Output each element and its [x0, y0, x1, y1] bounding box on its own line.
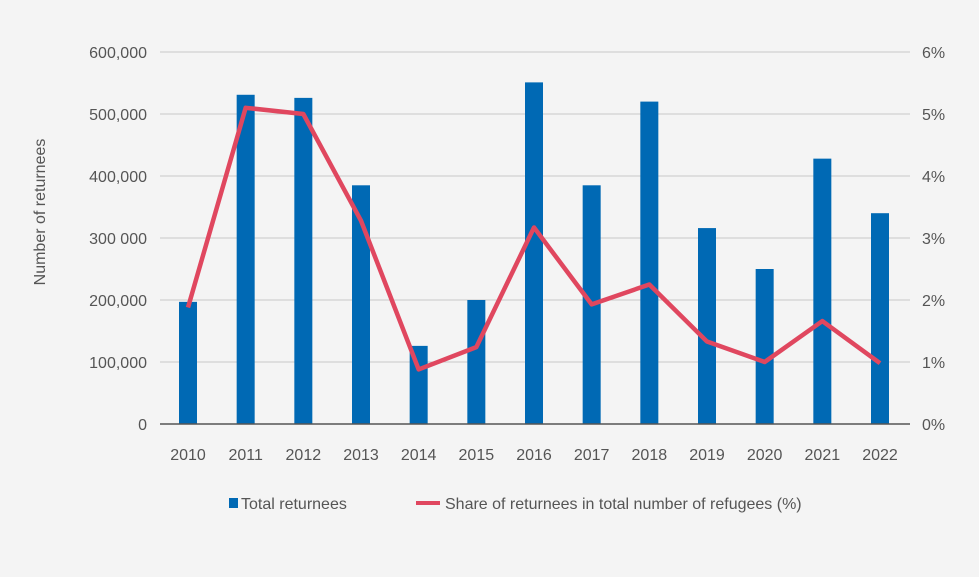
y-tick-label: 400,000 — [89, 169, 147, 186]
y2-tick-label: 1% — [922, 355, 945, 372]
legend-swatch-bar — [229, 498, 238, 508]
bar-2010 — [179, 301, 197, 424]
y-axis-right: 0% 1% 2% 3% 4% 5% 6% — [922, 45, 945, 434]
x-tick-label: 2022 — [862, 447, 898, 464]
x-tick-label: 2017 — [574, 447, 610, 464]
x-tick-label: 2015 — [459, 447, 495, 464]
x-tick-label: 2016 — [516, 447, 552, 464]
y-tick-label: 300 000 — [89, 231, 147, 248]
bar-series — [179, 82, 889, 424]
y2-tick-label: 3% — [922, 231, 945, 248]
y2-tick-label: 5% — [922, 107, 945, 124]
y-tick-label: 0 — [138, 417, 147, 434]
y2-tick-label: 0% — [922, 417, 945, 434]
bar-2013 — [352, 185, 370, 424]
y2-tick-label: 6% — [922, 45, 945, 62]
y-tick-label: 600,000 — [89, 45, 147, 62]
bar-2019 — [698, 228, 716, 424]
bar-2011 — [236, 94, 255, 424]
bar-2020 — [755, 269, 774, 424]
y-tick-label: 500,000 — [89, 107, 147, 124]
bar-2015 — [467, 300, 486, 424]
y2-tick-label: 2% — [922, 293, 945, 310]
y2-tick-label: 4% — [922, 169, 945, 186]
bar-2022 — [871, 213, 889, 424]
y-axis-label: Number of returnees — [32, 139, 49, 286]
legend: Total returnees Share of returnees in to… — [229, 496, 802, 513]
x-tick-label: 2018 — [632, 447, 668, 464]
legend-label-line: Share of returnees in total number of re… — [445, 496, 802, 513]
x-axis: 2010 2011 2012 2013 2014 2015 2016 2017 2018 2019… — [170, 447, 898, 464]
bar-2018 — [640, 101, 659, 424]
y-tick-label: 100,000 — [89, 355, 147, 372]
x-tick-label: 2021 — [805, 447, 841, 464]
bar-2021 — [813, 158, 832, 424]
x-tick-label: 2020 — [747, 447, 783, 464]
x-tick-label: 2013 — [343, 447, 379, 464]
y-axis-left: 0 100,000 200,000 300 000 400,000 500,000 600,… — [89, 45, 147, 434]
x-tick-label: 2019 — [689, 447, 725, 464]
bar-2012 — [294, 97, 313, 424]
x-tick-label: 2012 — [286, 447, 322, 464]
y-tick-label: 200,000 — [89, 293, 147, 310]
line-series — [185, 105, 882, 372]
legend-label-bar: Total returnees — [241, 496, 347, 513]
x-tick-label: 2011 — [228, 447, 263, 464]
x-tick-label: 2010 — [170, 447, 206, 464]
x-tick-label: 2014 — [401, 447, 437, 464]
bar-2016 — [525, 82, 543, 424]
